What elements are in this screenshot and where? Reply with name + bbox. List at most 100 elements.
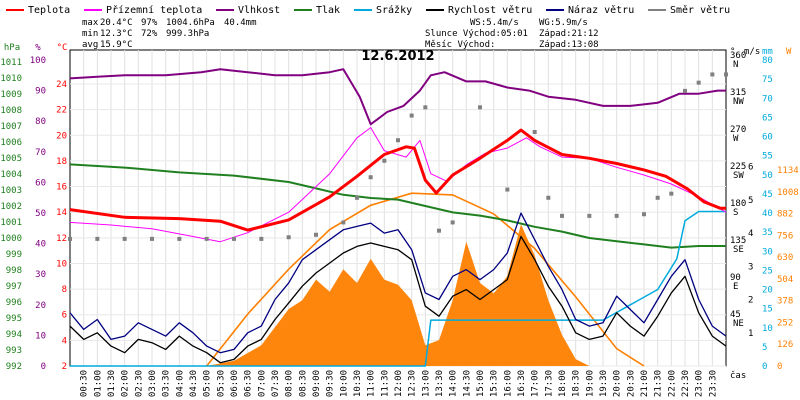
- x-tick-label: 05:30: [216, 370, 226, 397]
- x-tick-label: 10:30: [353, 370, 363, 397]
- x-tick-label: 16:00: [503, 370, 513, 397]
- series-line-sr-ky: [70, 210, 726, 367]
- x-tick-label: 00:30: [80, 370, 90, 397]
- ms-axis-tick: 3: [748, 262, 753, 272]
- compass-label: SW: [733, 171, 744, 181]
- hpa-axis-tick: 1002: [0, 202, 22, 212]
- mm-axis-tick: 65: [762, 113, 773, 123]
- legend-item: Přízemní teplota: [106, 4, 202, 16]
- mm-axis-tick: 40: [762, 209, 773, 219]
- wind-direction-point: [355, 195, 359, 200]
- legend-item: Teplota: [28, 5, 70, 16]
- wind-direction-point: [532, 130, 537, 134]
- wm2-axis-tick: 0: [777, 362, 782, 372]
- mm-axis-tick: 55: [762, 152, 773, 162]
- dir-axis-tick: 90: [730, 273, 741, 283]
- x-tick-label: 12:30: [408, 370, 418, 397]
- mm-axis-tick: 75: [762, 75, 773, 85]
- wind-direction-point: [204, 236, 209, 241]
- mm-axis-tick: 80: [762, 56, 773, 66]
- ms-axis-tick: 4: [748, 229, 753, 239]
- wm2-axis-tick: 756: [777, 231, 793, 241]
- x-tick-label: 17:00: [531, 370, 541, 397]
- axes: 00:30 01:00 01:30 02:00 02:30 03:00 03:30 04:00…: [0, 43, 798, 397]
- stat-max-label: max: [82, 18, 99, 28]
- wm2-axis-tick: 126: [777, 340, 793, 350]
- wind-direction-points: [68, 72, 728, 241]
- x-tick-label: 05:00: [203, 370, 213, 397]
- x-tick-label: 06:30: [244, 370, 254, 397]
- hpa-axis-tick: 1000: [0, 234, 22, 244]
- wind-speed-stat: WS:5.4m/s: [470, 18, 519, 28]
- series-line-tlak: [69, 163, 726, 249]
- stat-avg-label: avg: [82, 40, 98, 50]
- wind-direction-point: [450, 220, 455, 225]
- x-tick-label: 14:30: [462, 370, 472, 397]
- pct-axis-tick: 40: [35, 240, 46, 250]
- hpa-axis-tick: 994: [6, 330, 22, 340]
- legend-item: Rychlost větru: [448, 4, 532, 16]
- wind-direction-point: [546, 195, 551, 200]
- stat-max-temp: 20.4°C: [100, 18, 133, 28]
- x-tick-label: 23:00: [695, 370, 705, 397]
- legend-item: Náraz větru: [568, 4, 634, 16]
- ms-axis-tick: 2: [748, 296, 753, 306]
- x-tick-label: 11:00: [367, 370, 377, 397]
- temp-axis-tick: 14: [56, 208, 67, 218]
- wind-direction-point: [696, 80, 701, 85]
- wind-direction-point: [68, 236, 72, 241]
- hpa-axis-tick: 999: [6, 250, 22, 260]
- mm-axis-tick: 30: [762, 247, 773, 257]
- pct-axis-tick: 10: [35, 331, 46, 341]
- pct-axis-label: %: [35, 43, 41, 53]
- wind-direction-point: [669, 191, 674, 196]
- x-tick-label: 01:30: [107, 370, 117, 397]
- mm-axis-tick: 5: [762, 343, 767, 353]
- wind-direction-point: [683, 88, 687, 93]
- x-tick-label: 16:30: [517, 370, 527, 397]
- wind-direction-point: [232, 236, 236, 241]
- x-tick-label: 01:00: [93, 370, 103, 397]
- wm2-axis-tick: 378: [777, 297, 793, 307]
- compass-label: NE: [733, 319, 744, 329]
- temp-axis-tick: 20: [56, 131, 67, 141]
- x-tick-label: 04:00: [175, 370, 185, 397]
- area-fills: [206, 224, 590, 366]
- x-tick-label: 21:00: [640, 370, 650, 397]
- x-tick-label: 03:30: [162, 370, 172, 397]
- gridlines: [70, 50, 726, 367]
- wind-direction-point: [655, 195, 660, 200]
- legend-item: Srážky: [376, 4, 412, 16]
- x-tick-label: 04:30: [189, 370, 199, 397]
- dir-axis-tick: 315: [730, 88, 746, 98]
- legend-item: Tlak: [316, 5, 340, 16]
- compass-label: W: [733, 134, 739, 144]
- x-tick-label: 20:00: [613, 370, 623, 397]
- dir-axis-tick: 360: [730, 51, 746, 61]
- wm2-axis-tick: 1008: [777, 188, 799, 198]
- wm2-axis-tick: 630: [777, 253, 793, 263]
- ms-axis-label: m/s: [744, 47, 760, 57]
- x-tick-label: 19:30: [599, 370, 609, 397]
- hpa-axis-tick: 1009: [0, 90, 22, 100]
- mm-axis-tick: 15: [762, 305, 773, 315]
- x-tick-label: 07:00: [257, 370, 267, 397]
- wind-direction-point: [724, 72, 728, 77]
- x-tick-label: 09:00: [312, 370, 322, 397]
- wind-direction-point: [505, 187, 510, 192]
- x-tick-label: 14:00: [449, 370, 459, 397]
- wind-direction-point: [341, 220, 346, 225]
- wind-direction-point: [382, 158, 387, 163]
- wind-direction-point: [478, 105, 482, 110]
- hpa-axis-tick: 998: [6, 266, 22, 276]
- wind-direction-point: [177, 236, 182, 241]
- x-tick-label: 21:30: [654, 370, 664, 397]
- x-tick-label: 17:30: [544, 370, 554, 397]
- temp-axis-tick: 24: [56, 80, 67, 90]
- wind-direction-point: [710, 72, 715, 77]
- wind-direction-point: [368, 175, 373, 180]
- mm-axis-tick: 20: [762, 286, 773, 296]
- pct-axis-tick: 0: [41, 362, 46, 372]
- hpa-axis-tick: 1007: [0, 122, 22, 132]
- legend-item: Směr větru: [670, 4, 730, 16]
